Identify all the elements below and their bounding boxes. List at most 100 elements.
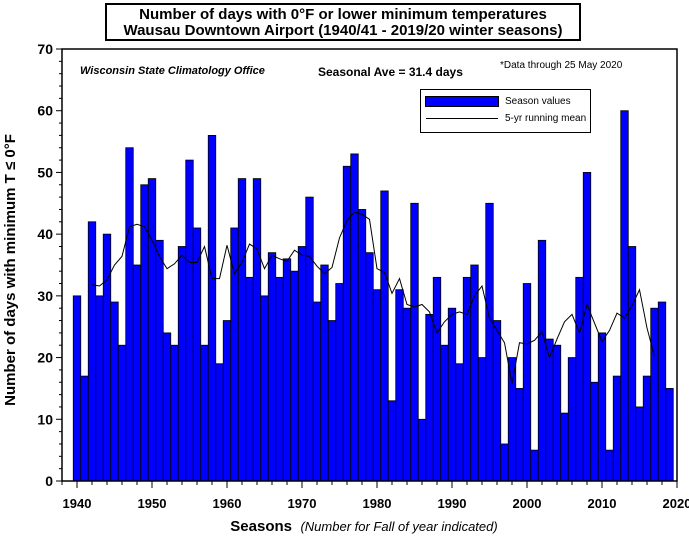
bar-1990: [447, 307, 457, 482]
x-tick-label: 1970: [288, 496, 317, 511]
bar-1967: [275, 276, 284, 482]
x-axis: 1940 1950 1960 1970 1980 1990 2000 2010 2020: [61, 481, 689, 511]
legend-swatch-bar: [425, 95, 499, 107]
y-tick-label: 0: [45, 473, 53, 489]
chart-title-line-1: Number of days with 0°F or lower minimum…: [139, 6, 547, 23]
bar-series: [72, 110, 674, 482]
bar-1977: [350, 153, 359, 482]
x-tick-label: 1980: [363, 496, 392, 511]
chart-title-line-2: Wausau Downtown Airport (1940/41 - 2019/…: [123, 22, 563, 39]
bar-1971: [305, 196, 314, 482]
bar-1958: [207, 134, 217, 482]
bar-1986: [417, 418, 427, 482]
bar-1946: [117, 344, 127, 482]
bar-1978: [357, 209, 367, 482]
bar-1989: [440, 344, 449, 482]
bar-2005: [560, 412, 569, 482]
bar-1962: [237, 178, 247, 482]
bar-2006: [567, 357, 577, 482]
y-tick-label: 50: [37, 164, 53, 180]
bar-1968: [282, 258, 292, 482]
bar-1972: [312, 301, 322, 482]
y-tick-label: 70: [37, 41, 53, 57]
x-axis-note: (Number for Fall of year indicated): [300, 519, 497, 534]
bar-2011: [605, 449, 614, 482]
bar-1984: [402, 307, 412, 482]
bar-2013: [620, 110, 629, 482]
bar-1956: [192, 227, 202, 482]
bar-1941: [80, 375, 89, 482]
bar-1997: [500, 443, 509, 482]
bar-1943: [95, 295, 104, 482]
legend: Season values 5-yr running mean: [420, 89, 591, 133]
bar-1969: [290, 270, 299, 482]
bar-1961: [230, 227, 239, 482]
y-tick-label: 10: [37, 411, 53, 427]
x-axis-label: Seasons: [230, 518, 292, 535]
bar-1947: [125, 147, 134, 482]
bar-1980: [372, 289, 382, 482]
y-tick-label: 60: [37, 103, 53, 119]
x-tick-label: 2020: [663, 496, 689, 511]
y-axis: 0 10 20 30 40 50 60 70: [37, 41, 62, 489]
bar-2018: [657, 301, 667, 482]
bar-1955: [185, 159, 194, 482]
bar-2019: [665, 388, 674, 482]
x-axis-label-group: Seasons (Number for Fall of year indicat…: [230, 518, 497, 535]
bar-1940: [72, 295, 82, 482]
plot-frame: [61, 48, 678, 482]
bar-1959: [215, 363, 224, 482]
x-tick-label: 2010: [588, 496, 617, 511]
bar-1983: [395, 289, 404, 482]
bar-1975: [335, 283, 344, 482]
y-tick-label: 20: [37, 350, 53, 366]
bar-1988: [432, 276, 442, 482]
bar-1963: [245, 276, 254, 482]
average-note: Seasonal Ave = 31.4 days: [318, 65, 463, 79]
bar-1982: [387, 400, 397, 482]
chart-title: Number of days with 0°F or lower minimum…: [105, 3, 581, 41]
bar-2003: [545, 338, 554, 482]
bar-2001: [530, 449, 539, 482]
x-tick-label: 1960: [213, 496, 242, 511]
bar-1979: [365, 252, 374, 482]
bar-1985: [410, 202, 419, 482]
legend-item-season-values: Season values: [425, 94, 571, 108]
bar-2014: [627, 246, 637, 482]
bar-1970: [297, 246, 307, 482]
bar-1976: [342, 165, 352, 482]
bar-1965: [260, 295, 269, 482]
source-note: Wisconsin State Climatology Office: [80, 65, 265, 77]
bar-1954: [177, 246, 187, 482]
bar-1973: [320, 264, 329, 482]
bar-1998: [507, 357, 517, 482]
bar-1964: [252, 178, 262, 482]
bar-1953: [170, 344, 179, 482]
bar-1944: [102, 233, 112, 482]
bar-1996: [492, 320, 502, 482]
bar-1966: [267, 252, 277, 482]
bar-2009: [590, 381, 599, 482]
legend-label: 5-yr running mean: [505, 112, 587, 124]
bar-1949: [140, 184, 149, 482]
x-tick-label: 2000: [513, 496, 542, 511]
x-tick-label: 1940: [63, 496, 92, 511]
bar-1942: [87, 221, 97, 482]
bar-1999: [515, 388, 524, 482]
bar-2016: [642, 375, 652, 482]
legend-swatch-line: [426, 117, 498, 119]
running-mean-line: [91, 211, 655, 384]
bar-2017: [650, 307, 659, 482]
bar-1993: [470, 264, 479, 482]
x-tick-label: 1950: [138, 496, 167, 511]
bar-1952: [162, 332, 172, 482]
y-tick-label: 30: [37, 288, 53, 304]
bar-2002: [537, 239, 547, 482]
bar-2012: [612, 375, 622, 482]
bar-1948: [132, 264, 142, 482]
legend-label: Season values: [505, 95, 571, 107]
bar-1974: [327, 320, 337, 482]
bar-1945: [110, 301, 119, 482]
bar-2015: [635, 406, 644, 482]
bar-2007: [575, 276, 584, 482]
